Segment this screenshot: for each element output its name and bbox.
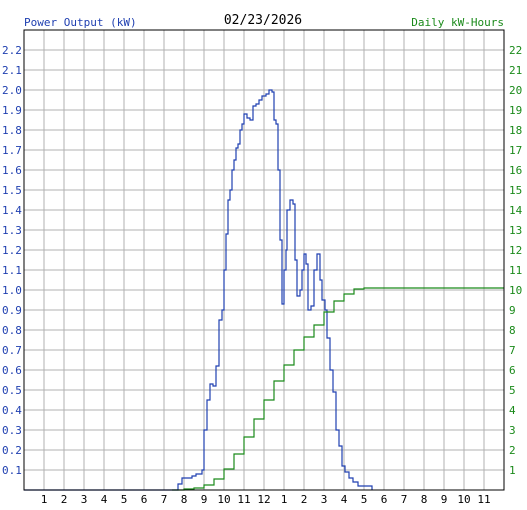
x-tick-label: 6 [141, 493, 148, 506]
x-tick-label: 10 [457, 493, 470, 506]
x-tick-label: 4 [101, 493, 108, 506]
right-tick-label: 2 [509, 444, 516, 457]
right-tick-label: 3 [509, 424, 516, 437]
x-tick-label: 7 [401, 493, 408, 506]
x-tick-label: 2 [301, 493, 308, 506]
x-tick-label: 11 [237, 493, 250, 506]
right-axis-title: Daily kW-Hours [411, 16, 504, 29]
right-tick-label: 20 [509, 84, 522, 97]
left-tick-label: 1.5 [2, 184, 22, 197]
right-tick-label: 5 [509, 384, 516, 397]
left-tick-label: 0.6 [2, 364, 22, 377]
chart-date: 02/23/2026 [224, 13, 302, 28]
x-tick-label: 1 [41, 493, 48, 506]
right-tick-label: 14 [509, 204, 523, 217]
x-tick-label: 11 [477, 493, 490, 506]
right-tick-label: 15 [509, 184, 522, 197]
left-tick-label: 1.3 [2, 224, 22, 237]
x-tick-label: 9 [441, 493, 448, 506]
right-tick-label: 17 [509, 144, 522, 157]
left-tick-label: 1.2 [2, 244, 22, 257]
right-tick-label: 9 [509, 304, 516, 317]
right-tick-label: 22 [509, 44, 522, 57]
right-tick-label: 19 [509, 104, 522, 117]
x-tick-label: 3 [81, 493, 88, 506]
left-tick-label: 1.8 [2, 124, 22, 137]
right-tick-label: 12 [509, 244, 522, 257]
right-tick-label: 16 [509, 164, 522, 177]
x-tick-label: 10 [217, 493, 230, 506]
left-tick-label: 0.9 [2, 304, 22, 317]
left-tick-label: 1.9 [2, 104, 22, 117]
right-tick-label: 21 [509, 64, 522, 77]
left-tick-label: 2.2 [2, 44, 22, 57]
right-tick-label: 1 [509, 464, 516, 477]
left-tick-label: 2.1 [2, 64, 22, 77]
plot-frame [23, 29, 505, 491]
left-tick-label: 0.4 [2, 404, 22, 417]
left-tick-label: 0.3 [2, 424, 22, 437]
right-tick-label: 11 [509, 264, 522, 277]
x-tick-label: 3 [321, 493, 328, 506]
left-tick-label: 0.7 [2, 344, 22, 357]
left-axis-title: Power Output (kW) [24, 16, 137, 29]
right-tick-label: 8 [509, 324, 516, 337]
right-tick-label: 13 [509, 224, 522, 237]
x-tick-label: 1 [281, 493, 288, 506]
right-tick-label: 4 [509, 404, 516, 417]
x-tick-label: 12 [257, 493, 270, 506]
power-output-line [24, 89, 373, 491]
x-tick-label: 8 [421, 493, 428, 506]
x-tick-label: 2 [61, 493, 68, 506]
left-tick-label: 1.4 [2, 204, 22, 217]
x-tick-label: 7 [161, 493, 168, 506]
left-axis-ticks: 0.1 0.2 0.3 0.4 0.5 0.6 0.7 0.8 0.9 1.0 1.1 1.2 1.3 1… [2, 44, 22, 477]
left-tick-label: 1.0 [2, 284, 22, 297]
left-tick-label: 1.7 [2, 144, 22, 157]
right-tick-label: 18 [509, 124, 522, 137]
right-tick-label: 10 [509, 284, 522, 297]
right-tick-label: 7 [509, 344, 516, 357]
x-tick-label: 8 [181, 493, 188, 506]
left-tick-label: 0.8 [2, 324, 22, 337]
left-tick-label: 0.1 [2, 464, 22, 477]
x-tick-label: 5 [121, 493, 128, 506]
left-tick-label: 0.2 [2, 444, 22, 457]
grid-lines [24, 30, 504, 490]
right-tick-label: 6 [509, 364, 516, 377]
left-tick-label: 2.0 [2, 84, 22, 97]
left-tick-label: 0.5 [2, 384, 22, 397]
left-tick-label: 1.6 [2, 164, 22, 177]
series-layer [24, 89, 504, 491]
x-tick-label: 9 [201, 493, 208, 506]
daily-kwh-line [172, 287, 504, 491]
x-tick-label: 6 [381, 493, 388, 506]
left-tick-label: 1.1 [2, 264, 22, 277]
x-tick-label: 4 [341, 493, 348, 506]
x-tick-label: 5 [361, 493, 368, 506]
x-axis-ticks: 1 2 3 4 5 6 7 8 9 10 11 12 1 2 3 4 5 6 7 8 9 10 11 [41, 493, 491, 506]
